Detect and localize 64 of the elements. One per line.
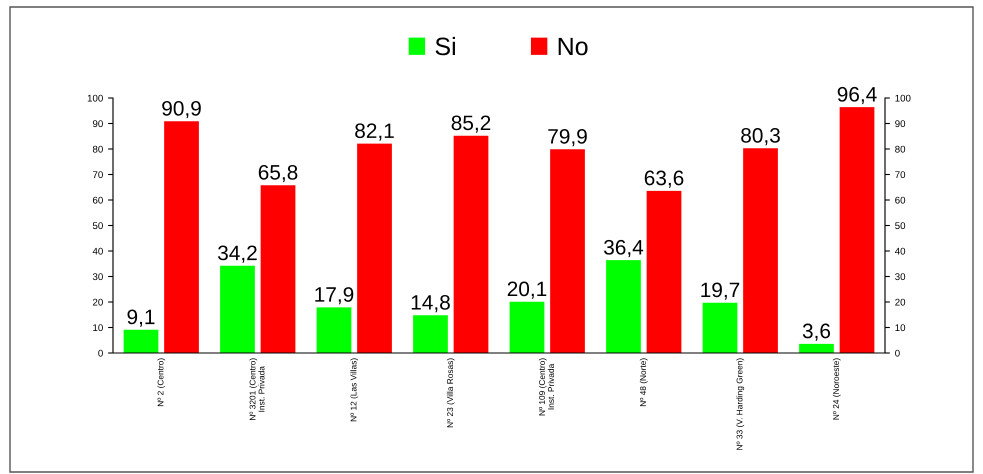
x-tick-label: Nº 2 (Centro) [157,358,166,406]
x-tick-label: Nº 48 (Norte) [640,358,648,406]
bar [413,315,448,353]
data-label: 17,9 [315,287,354,304]
y-tick-label: 50 [92,222,103,230]
data-label: 9,1 [127,310,154,327]
y2-tick-label: 100 [895,94,911,102]
y2-tick-label: 50 [895,222,906,230]
data-label: 82,1 [355,123,394,141]
legend-label: Si [436,36,455,56]
bar [840,107,874,353]
y2-tick-label: 60 [895,196,906,204]
y2-tick-label: 0 [895,350,900,357]
data-label: 34,2 [218,246,257,263]
y2-tick-label: 70 [895,171,906,178]
bar [743,148,778,353]
y2-tick-label: 10 [895,324,906,332]
data-label: 79,9 [548,128,587,146]
y-tick-label: 0 [98,350,103,357]
bar [702,302,738,353]
data-label: 85,2 [452,115,490,133]
y-tick-label: 60 [92,196,103,204]
x-tick-label: Nº 3201 (Centro) Inst. Privada [249,358,264,420]
bar [164,121,199,353]
legend-label: No [558,38,588,56]
x-tick-label: Nº 33 (V. Harding Green) [736,358,744,450]
bar [510,302,544,353]
data-label: 90,9 [162,100,201,118]
data-label: 20,1 [508,281,546,299]
y-tick-label: 100 [88,94,103,102]
y-tick-label: 20 [92,298,103,306]
bar [316,307,352,353]
y-tick-label: 70 [92,171,103,178]
y2-tick-label: 30 [895,273,906,280]
y-tick-label: 30 [92,273,103,280]
y-tick-label: 80 [92,146,103,153]
y2-tick-label: 20 [895,298,906,306]
y2-tick-label: 40 [894,248,906,255]
bar [220,266,255,353]
bar [124,330,158,353]
bar [799,344,834,353]
bar [606,260,641,353]
y2-tick-label: 90 [895,120,906,128]
data-label: 36,4 [604,240,644,258]
y2-tick-label: 80 [895,146,906,153]
y-tick-label: 10 [93,324,103,332]
data-label: 19,7 [701,282,740,300]
bar [260,185,296,353]
bar [646,190,682,353]
data-label: 96,4 [838,86,877,104]
x-tick-label: Nº 109 (Centro) Inst. Privada [538,358,554,416]
x-tick-label: Nº 12 (Las Villas) [350,358,358,422]
y-tick-label: 40 [92,248,103,255]
data-label: 3,6 [802,324,830,341]
bar [357,144,392,353]
bar [550,149,585,353]
data-label: 65,8 [258,164,298,182]
y-tick-label: 90 [92,120,103,128]
data-label: 14,8 [412,295,450,312]
bar [454,136,488,353]
data-label: 63,6 [644,170,684,188]
data-label: 80,3 [741,128,780,146]
x-tick-label: Nº 23 (Villa Rosas) [446,358,455,428]
x-tick-label: Nº 24 (Noroeste) [832,358,841,420]
